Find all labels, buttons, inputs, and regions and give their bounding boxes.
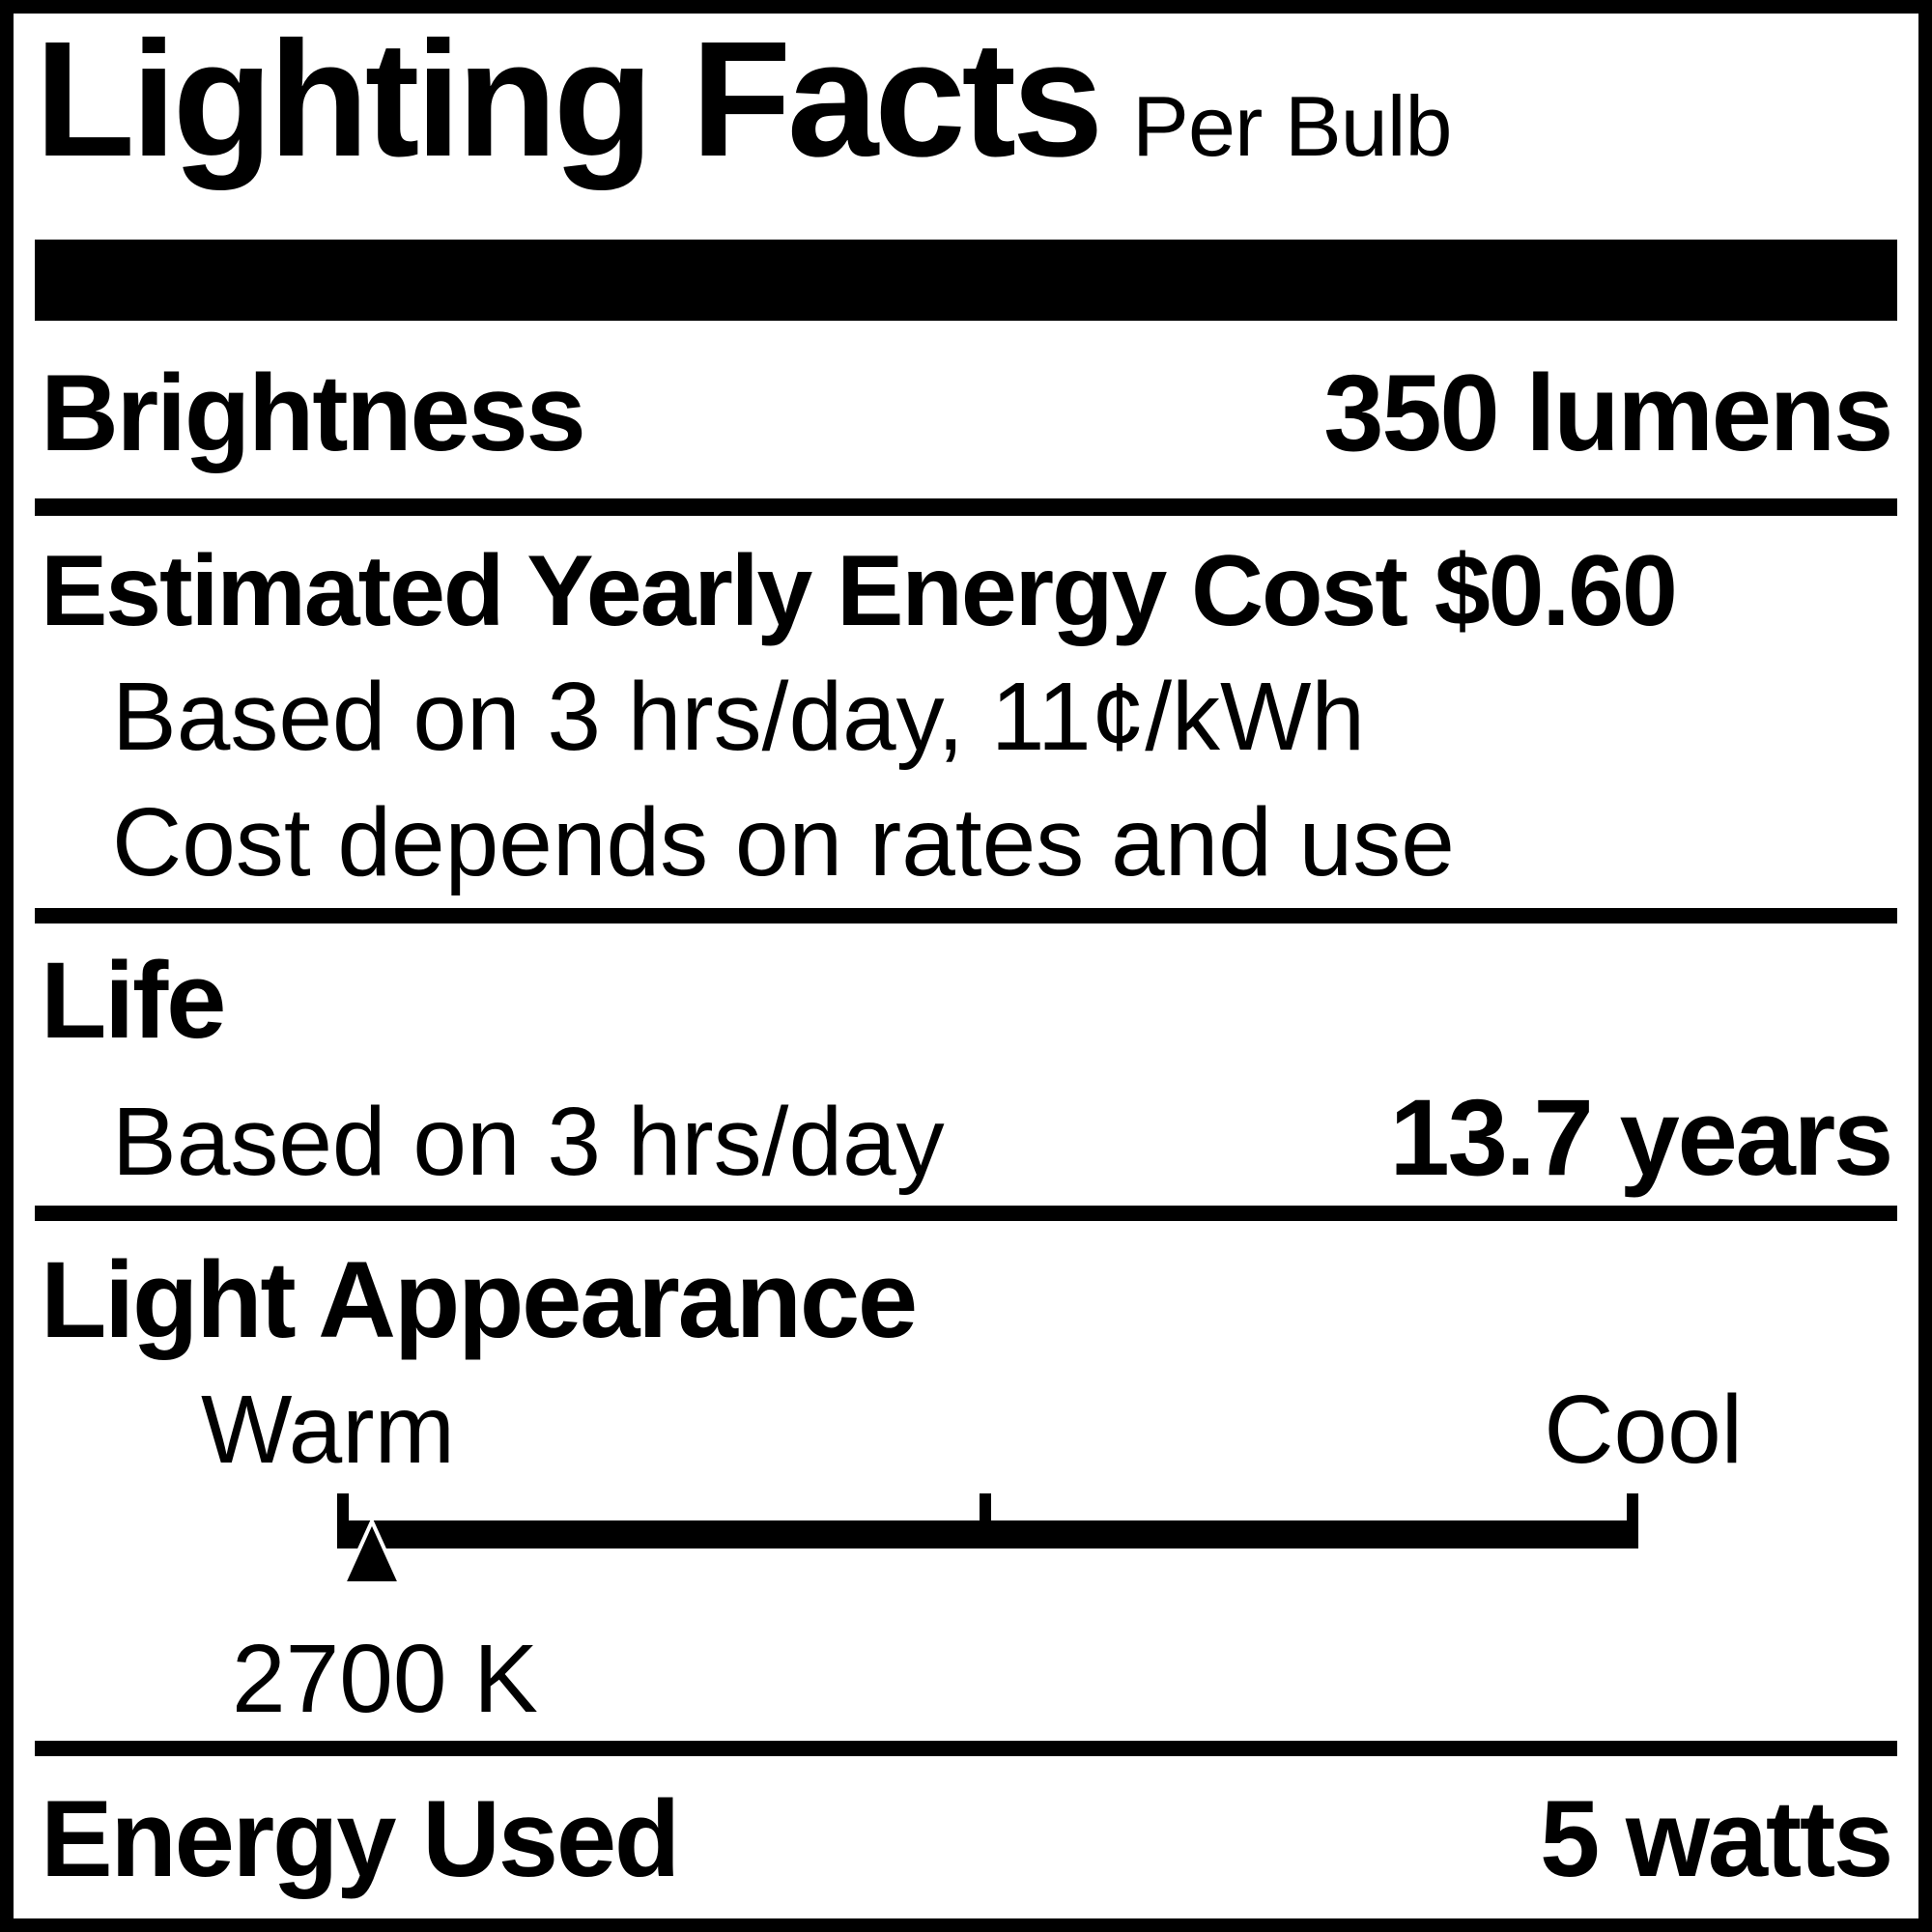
title-divider-bar xyxy=(35,240,1897,321)
cool-label: Cool xyxy=(1544,1376,1743,1484)
life-basis-note: Based on 3 hrs/day xyxy=(112,1088,945,1196)
section-divider xyxy=(35,498,1897,516)
warm-cool-row: Warm Cool xyxy=(35,1381,1897,1478)
energy-used-label: Energy Used xyxy=(41,1778,680,1899)
life-section: Life Based on 3 hrs/day 13.7 years xyxy=(35,947,1897,1192)
life-label: Life xyxy=(41,940,226,1061)
label-subtitle: Per Bulb xyxy=(1132,78,1452,174)
color-temp-scale xyxy=(337,1493,1638,1602)
label-header: Lighting Facts Per Bulb xyxy=(35,17,1897,182)
brightness-value: 350 lumens xyxy=(1323,353,1893,473)
color-temp-marker-icon xyxy=(341,1519,404,1585)
section-divider xyxy=(35,908,1897,923)
scale-tick-right xyxy=(1627,1493,1638,1548)
warm-label: Warm xyxy=(201,1376,455,1484)
brightness-label: Brightness xyxy=(41,353,586,473)
energy-cost-line: Estimated Yearly Energy Cost $0.60 xyxy=(35,541,1897,641)
energy-used-value: 5 watts xyxy=(1539,1778,1893,1899)
color-temp-value: 2700 K xyxy=(232,1625,538,1733)
light-appearance-section: Light Appearance Warm Cool 2700 K xyxy=(35,1239,1897,1733)
life-value: 13.7 years xyxy=(1389,1077,1894,1198)
light-appearance-label: Light Appearance xyxy=(41,1239,918,1360)
scale-tick-left xyxy=(337,1493,349,1548)
color-temp-scale-track xyxy=(337,1493,1638,1548)
energy-cost-section: Estimated Yearly Energy Cost $0.60 Based … xyxy=(35,541,1897,891)
scale-tick-middle xyxy=(980,1493,991,1548)
section-divider xyxy=(35,1741,1897,1756)
label-title: Lighting Facts xyxy=(35,8,1103,191)
energy-cost-rates-note: Cost depends on rates and use xyxy=(112,788,1455,896)
brightness-row: Brightness 350 lumens xyxy=(35,359,1897,468)
energy-cost-basis-note: Based on 3 hrs/day, 11¢/kWh xyxy=(112,663,1366,771)
energy-cost-label: Estimated Yearly Energy Cost xyxy=(41,535,1408,647)
section-divider xyxy=(35,1206,1897,1221)
marker-triangle xyxy=(341,1519,404,1585)
energy-used-row: Energy Used 5 watts xyxy=(35,1785,1897,1893)
life-subrow: Based on 3 hrs/day 13.7 years xyxy=(35,1084,1897,1192)
energy-cost-value: $0.60 xyxy=(1434,535,1678,647)
